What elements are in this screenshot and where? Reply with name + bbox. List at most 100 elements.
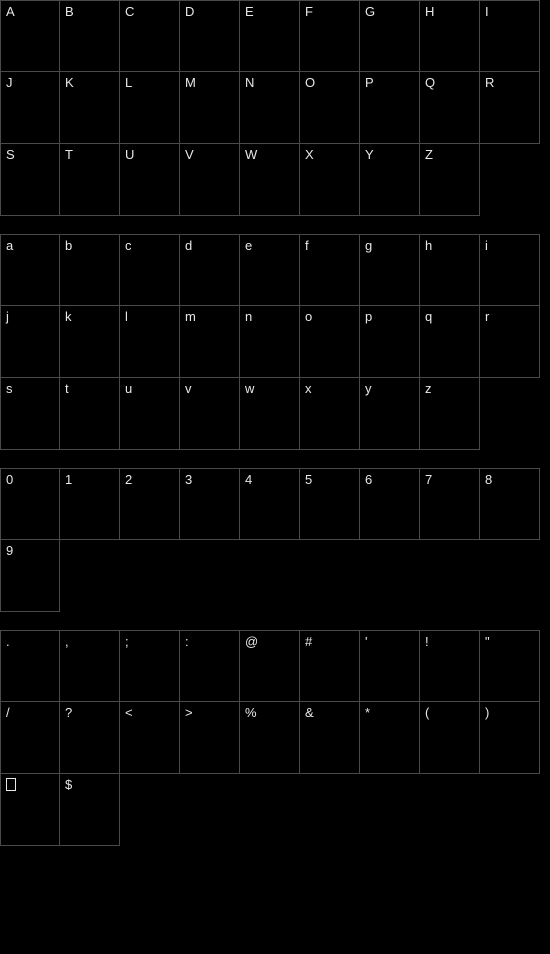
glyph-label: # [305,634,312,649]
glyph-label: y [365,381,372,396]
glyph-label: : [185,634,189,649]
glyph-label: " [485,634,490,649]
glyph-label: k [65,309,72,324]
glyph-cell: A [0,0,60,72]
glyph-cell: v [180,378,240,450]
glyph-cell: H [420,0,480,72]
glyph-label: 0 [6,472,13,487]
glyph-cell: a [0,234,60,306]
glyph-label: * [365,705,370,720]
glyph-cell: k [60,306,120,378]
glyph-cell: ; [120,630,180,702]
glyph-cell: c [120,234,180,306]
glyph-cell: ! [420,630,480,702]
glyph-cell: F [300,0,360,72]
glyph-label: U [125,147,134,162]
glyph-label: a [6,238,13,253]
section-lowercase: abcdefghijklmnopqrstuvwxyz [0,234,550,450]
glyph-label: V [185,147,194,162]
glyph-label: < [125,705,133,720]
glyph-label: F [305,4,313,19]
section-symbols: .,;:@#'!"/?<>%&*()$ [0,630,550,846]
glyph-cell: " [480,630,540,702]
glyph-cell: W [240,144,300,216]
glyph-label: 4 [245,472,252,487]
grid-row: /?<>%&*() [0,702,550,774]
glyph-label: M [185,75,196,90]
glyph-cell: P [360,72,420,144]
glyph-cell [0,774,60,846]
glyph-cell: r [480,306,540,378]
glyph-label: q [425,309,432,324]
glyph-label: 5 [305,472,312,487]
glyph-cell: 3 [180,468,240,540]
glyph-cell: 5 [300,468,360,540]
glyph-label: > [185,705,193,720]
glyph-label: e [245,238,252,253]
glyph-label: 6 [365,472,372,487]
glyph-cell: d [180,234,240,306]
glyph-cell: C [120,0,180,72]
glyph-cell: f [300,234,360,306]
glyph-label: 8 [485,472,492,487]
glyph-label: Q [425,75,435,90]
glyph-cell: w [240,378,300,450]
glyph-cell: $ [60,774,120,846]
glyph-label: L [125,75,132,90]
glyph-cell: T [60,144,120,216]
grid-row: JKLMNOPQR [0,72,550,144]
glyph-cell: 2 [120,468,180,540]
glyph-label: 1 [65,472,72,487]
glyph-cell: ) [480,702,540,774]
glyph-label: l [125,309,128,324]
glyph-cell: 6 [360,468,420,540]
glyph-cell: E [240,0,300,72]
section-digits: 0 1 234 5 6 7 8 9 [0,468,550,612]
glyph-cell: N [240,72,300,144]
glyph-cell: I [480,0,540,72]
glyph-label: v [185,381,192,396]
grid-row: STUVWXYZ [0,144,550,216]
glyph-label: C [125,4,134,19]
glyph-label: , [65,634,69,649]
glyph-label: ; [125,634,129,649]
missing-glyph-icon [6,778,16,791]
glyph-cell: q [420,306,480,378]
glyph-label: x [305,381,312,396]
glyph-cell: p [360,306,420,378]
grid-row: abcdefghi [0,234,550,306]
grid-row: .,;:@#'!" [0,630,550,702]
glyph-label: J [6,75,13,90]
glyph-label: u [125,381,132,396]
glyph-label: @ [245,634,258,649]
glyph-cell: 0 [0,468,60,540]
glyph-label: W [245,147,257,162]
section-uppercase: ABCDEFGHIJKLMNOPQRSTUVWXYZ [0,0,550,216]
glyph-label: ? [65,705,72,720]
glyph-label: K [65,75,74,90]
glyph-label: / [6,705,10,720]
glyph-cell: & [300,702,360,774]
glyph-label: D [185,4,194,19]
glyph-cell: S [0,144,60,216]
glyph-label: m [185,309,196,324]
glyph-cell: z [420,378,480,450]
glyph-cell: < [120,702,180,774]
glyph-label: G [365,4,375,19]
glyph-label: 9 [6,543,13,558]
glyph-cell: i [480,234,540,306]
glyph-cell: ( [420,702,480,774]
glyph-cell: G [360,0,420,72]
glyph-label: o [305,309,312,324]
grid-row: $ [0,774,550,846]
glyph-cell: R [480,72,540,144]
glyph-label: z [425,381,432,396]
glyph-cell: t [60,378,120,450]
glyph-cell: V [180,144,240,216]
glyph-label: E [245,4,254,19]
glyph-label: 7 [425,472,432,487]
glyph-cell: * [360,702,420,774]
glyph-cell: h [420,234,480,306]
glyph-cell: 9 [0,540,60,612]
glyph-cell: n [240,306,300,378]
